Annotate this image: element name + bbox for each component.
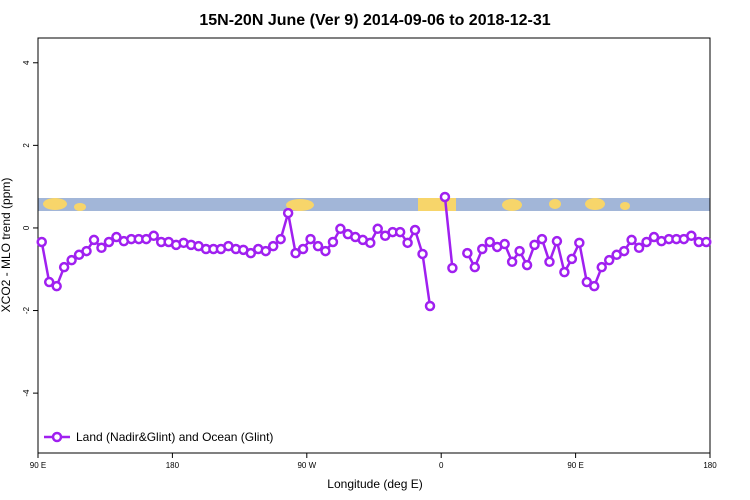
data-point — [469, 261, 481, 273]
data-point — [409, 224, 421, 236]
data-point — [260, 245, 271, 257]
data-point — [267, 240, 279, 252]
x-tick-label: 90 E — [30, 461, 46, 470]
data-point — [536, 233, 548, 245]
data-point — [618, 245, 630, 257]
data-point — [394, 226, 406, 238]
data-point — [372, 223, 383, 235]
data-point — [566, 253, 578, 265]
data-point — [633, 242, 645, 254]
data-point — [148, 230, 159, 242]
data-point — [514, 245, 525, 257]
y-tick-label: 0 — [22, 225, 31, 230]
data-point — [43, 276, 55, 288]
data-point — [327, 236, 339, 248]
y-tick-label: -2 — [22, 306, 31, 314]
map-strip — [38, 198, 710, 211]
data-point — [626, 234, 637, 246]
y-tick-label: -4 — [22, 389, 31, 397]
data-point — [506, 256, 518, 268]
data-point — [290, 247, 301, 259]
data-point — [596, 261, 607, 273]
data-point — [305, 233, 316, 245]
data-point — [439, 191, 451, 203]
data-point — [686, 230, 697, 242]
data-point — [551, 235, 563, 247]
x-tick-label: 180 — [166, 461, 180, 470]
data-point — [574, 237, 585, 249]
data-point — [66, 254, 77, 266]
data-point — [103, 236, 115, 248]
x-tick-label: 90 W — [297, 461, 316, 470]
data-point — [521, 259, 533, 271]
data-point — [275, 233, 286, 245]
data-point — [544, 256, 555, 268]
data-point — [589, 280, 600, 292]
series-line — [40, 196, 707, 307]
data-point — [477, 243, 488, 255]
data-point — [365, 237, 376, 249]
y-tick-label: 4 — [22, 60, 31, 65]
data-point — [58, 261, 70, 273]
data-point — [81, 245, 92, 257]
data-point — [88, 234, 100, 246]
data-point — [462, 247, 473, 259]
legend-label: Land (Nadir&Glint) and Ocean (Glint) — [76, 430, 273, 444]
data-point — [417, 248, 428, 260]
x-tick-label: 90 E — [567, 461, 583, 470]
data-point — [641, 236, 652, 248]
x-tick-label: 180 — [703, 461, 717, 470]
data-point — [335, 223, 346, 235]
data-point — [701, 236, 712, 248]
data-point — [447, 262, 458, 274]
legend-marker — [51, 431, 63, 443]
data-point — [320, 245, 331, 257]
data-point — [484, 236, 495, 248]
data-point — [499, 238, 510, 250]
data-point — [581, 276, 593, 288]
data-point — [529, 239, 540, 251]
x-tick-label: 0 — [439, 461, 444, 470]
y-tick-label: 2 — [22, 143, 31, 148]
data-point — [36, 236, 47, 248]
y-axis-label: XCO2 - MLO trend (ppm) — [0, 178, 13, 313]
data-point — [559, 266, 570, 278]
chart-title: 15N-20N June (Ver 9) 2014-09-06 to 2018-… — [199, 12, 550, 29]
data-point — [297, 243, 309, 255]
data-point — [424, 300, 436, 312]
x-axis-label: Longitude (deg E) — [327, 477, 422, 491]
data-point — [648, 231, 660, 243]
data-point — [111, 231, 122, 243]
data-point — [51, 280, 62, 292]
data-point — [282, 207, 294, 219]
data-point — [96, 242, 107, 254]
data-point — [402, 237, 413, 249]
data-point — [245, 247, 257, 259]
data-point — [603, 254, 615, 266]
data-point — [312, 240, 324, 252]
